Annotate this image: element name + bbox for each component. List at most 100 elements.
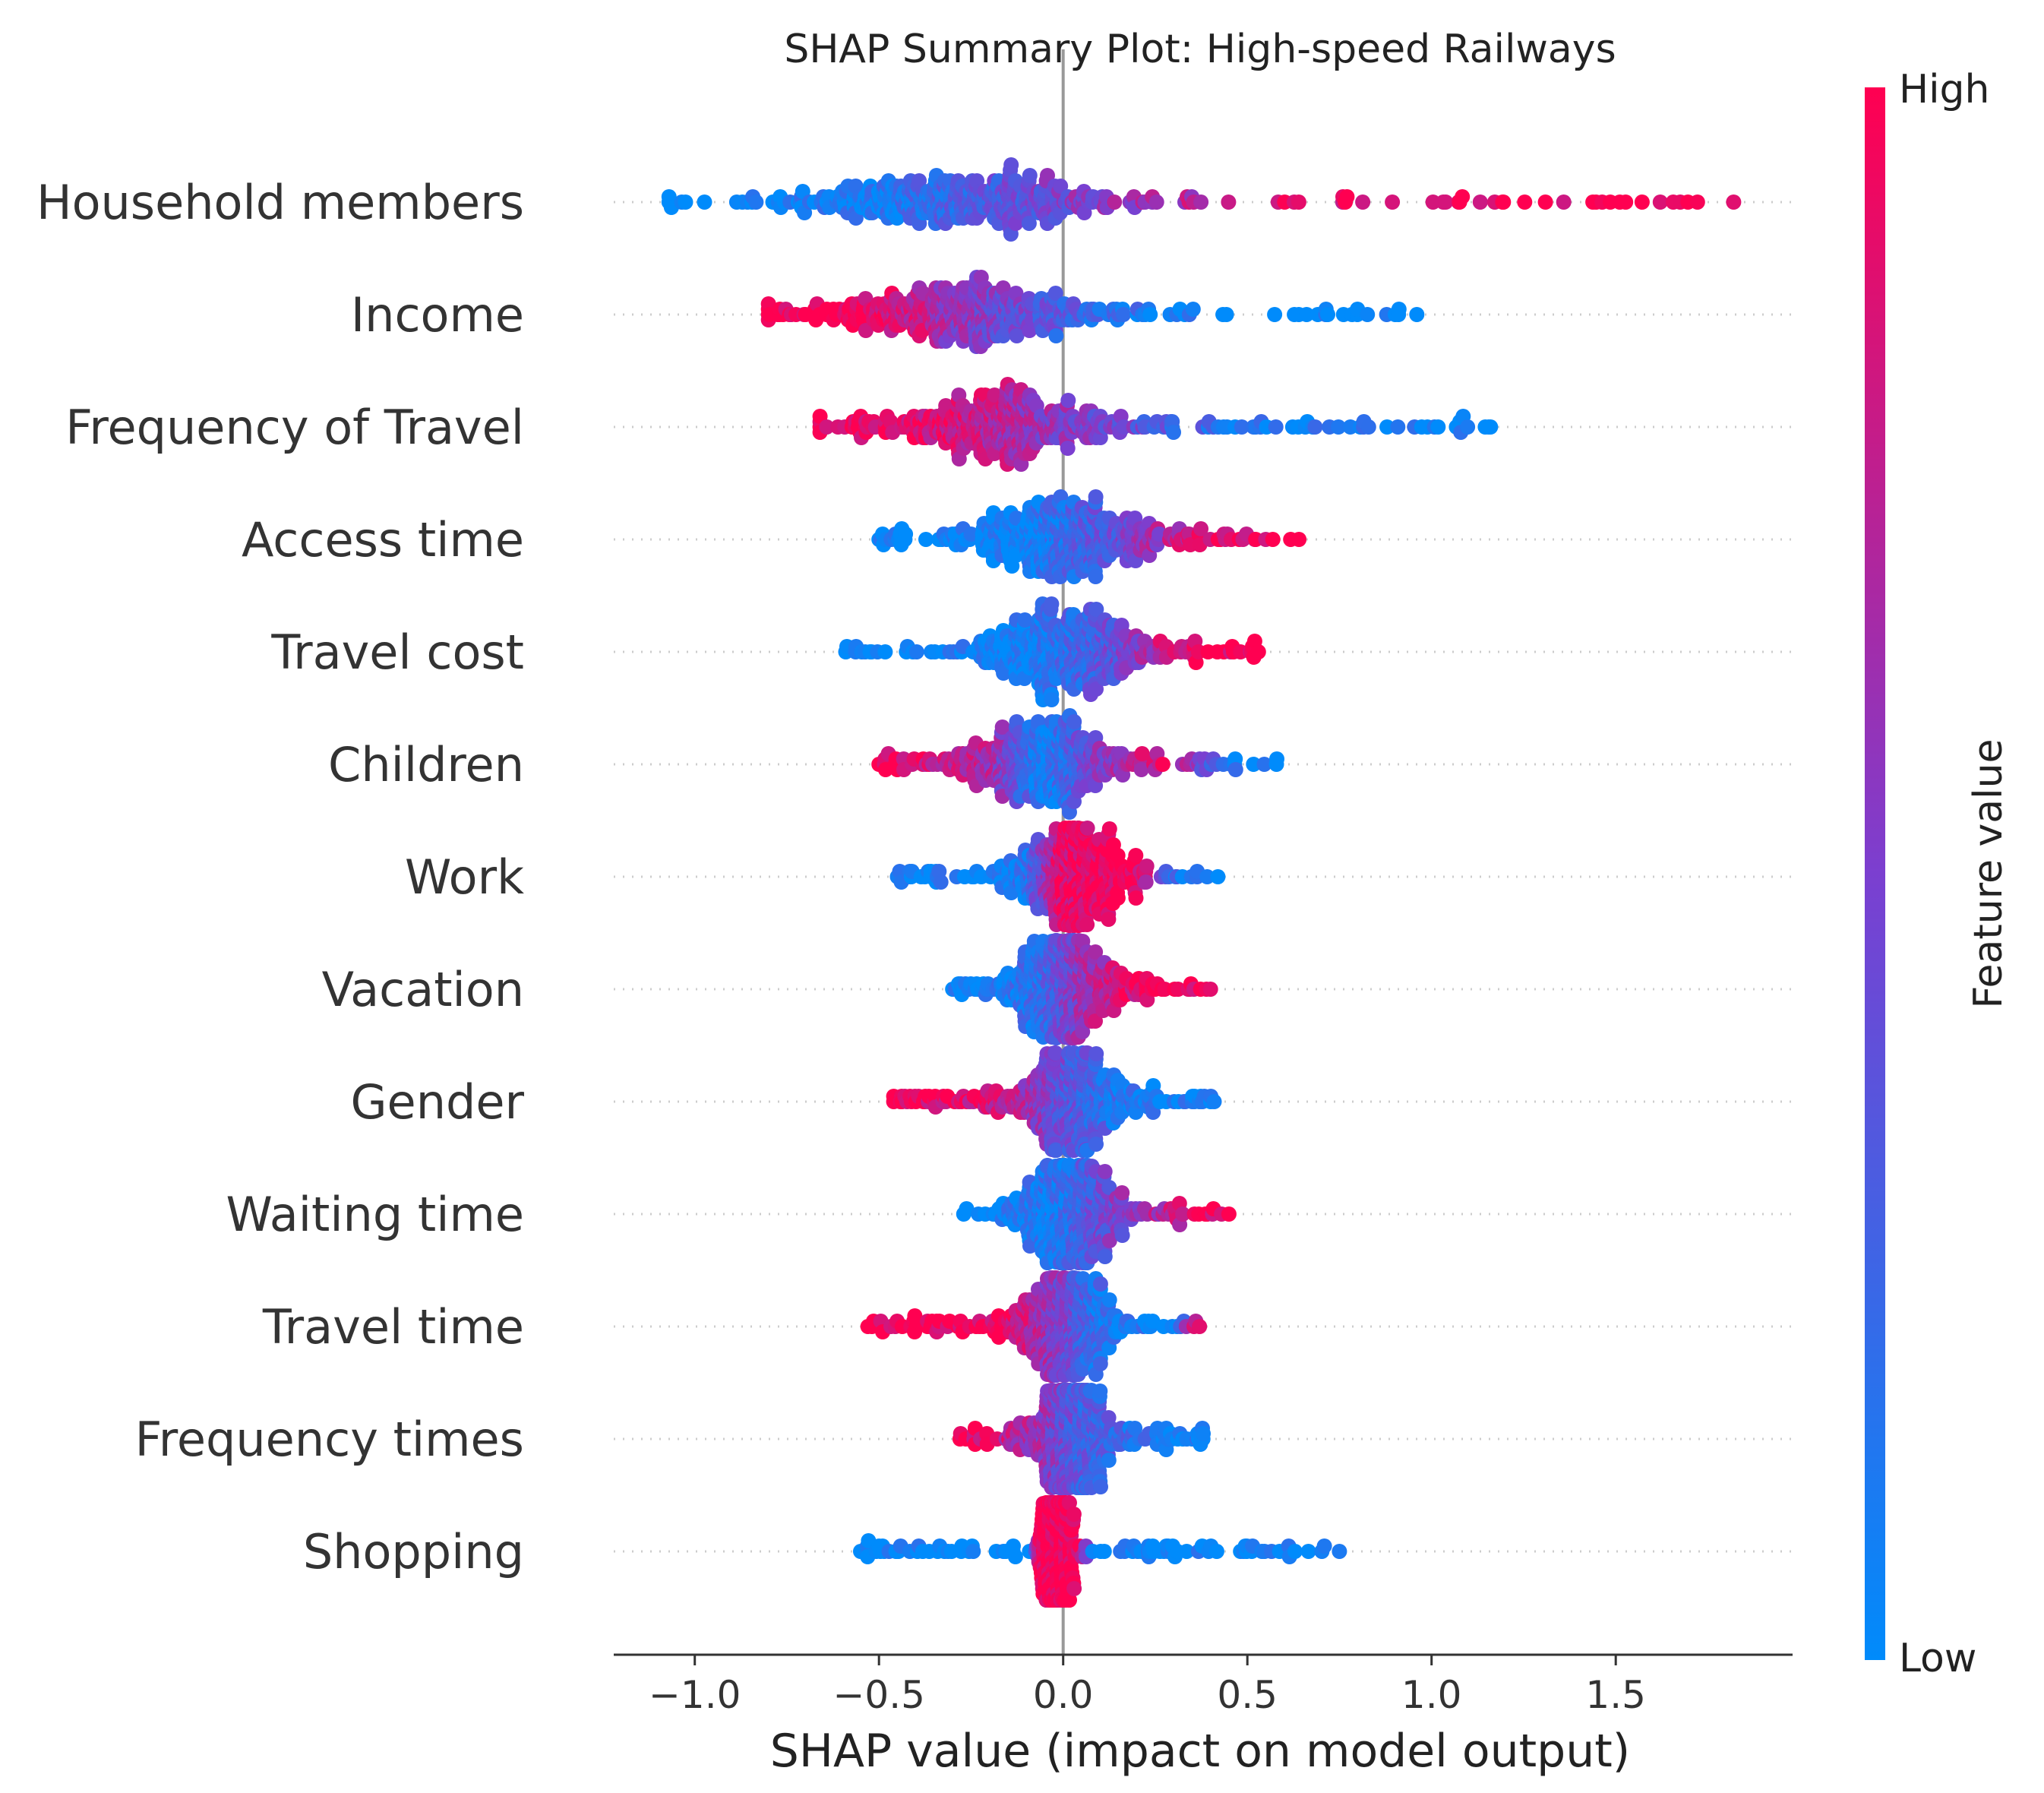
shap-point <box>1101 1233 1117 1248</box>
shap-point <box>1379 419 1395 435</box>
shap-point <box>1202 982 1218 997</box>
shap-point <box>1455 189 1471 204</box>
shap-point <box>1360 307 1376 322</box>
shap-point <box>1267 307 1283 322</box>
shap-point <box>1689 194 1705 210</box>
shap-point <box>1234 419 1249 435</box>
shap-point <box>697 194 712 210</box>
shap-point <box>1097 1249 1113 1264</box>
shap-point <box>1088 1137 1104 1152</box>
shap-point <box>819 419 835 435</box>
shap-point <box>987 387 1003 403</box>
shap-point <box>1185 302 1201 317</box>
shap-point <box>1044 692 1060 707</box>
shap-point <box>1192 1319 1208 1334</box>
shap-point <box>908 644 924 659</box>
shap-point <box>1079 917 1095 932</box>
shap-point <box>918 532 934 547</box>
shap-point <box>1048 328 1064 343</box>
shap-point <box>1133 762 1149 777</box>
shap-point <box>748 194 764 210</box>
shap-point <box>1409 307 1425 322</box>
shap-point <box>1634 194 1650 210</box>
shap-point <box>1390 419 1406 435</box>
shap-point <box>1040 168 1055 183</box>
shap-point <box>1193 194 1209 210</box>
shap-point <box>1460 419 1476 435</box>
shap-point <box>1021 216 1037 231</box>
shap-point <box>1438 194 1454 210</box>
shap-point <box>1088 944 1104 960</box>
shap-point <box>1088 602 1104 617</box>
shap-point <box>1138 874 1154 890</box>
shap-point <box>1053 179 1069 194</box>
shap-point <box>1044 596 1060 612</box>
shap-point <box>1060 393 1076 408</box>
shap-point <box>877 644 893 659</box>
shap-point <box>1430 419 1446 435</box>
shap-point <box>1307 419 1323 435</box>
shap-point <box>1483 419 1499 435</box>
shap-point <box>1092 1276 1108 1292</box>
shap-point <box>1003 157 1019 172</box>
shap-point <box>1155 757 1170 772</box>
shap-point <box>1256 757 1272 772</box>
shap-point <box>1134 746 1150 761</box>
shap-point <box>933 874 949 890</box>
shap-point <box>1391 302 1407 317</box>
shap-point <box>959 1201 975 1216</box>
shap-point <box>1556 194 1572 210</box>
shap-point <box>1088 1014 1103 1029</box>
shap-point <box>1268 419 1284 435</box>
shap-point <box>1320 307 1335 322</box>
shap-point <box>1175 1206 1191 1222</box>
shap-point <box>1092 1356 1108 1371</box>
shap-point <box>963 527 979 542</box>
shap-point <box>1022 168 1038 183</box>
shap-point <box>1385 194 1401 210</box>
shap-point <box>1360 419 1376 435</box>
shap-point <box>1079 821 1095 836</box>
shap-point <box>1017 612 1033 628</box>
shap-point <box>1250 644 1266 659</box>
shap-point <box>1101 912 1117 927</box>
shap-point <box>1199 869 1215 884</box>
shap-point <box>1048 1143 1064 1158</box>
shap-point <box>1537 194 1553 210</box>
shap-point <box>1107 194 1123 210</box>
shap-point <box>1221 194 1237 210</box>
shap-point <box>678 194 693 210</box>
shap-point <box>1047 286 1063 301</box>
shap-point <box>1088 569 1104 584</box>
chart-title: SHAP Summary Plot: High-speed Railways <box>784 27 1616 72</box>
shap-point <box>1291 532 1307 547</box>
shap-point <box>1218 307 1234 322</box>
shap-point <box>858 323 874 338</box>
shap-point <box>1047 1045 1063 1061</box>
shap-point <box>1088 681 1104 697</box>
shap-point <box>1128 890 1144 906</box>
shap-point <box>1166 425 1181 440</box>
shap-point <box>1193 521 1208 536</box>
shap-point <box>1227 751 1243 767</box>
shap-point <box>1097 1164 1113 1179</box>
shap-point <box>1088 1046 1104 1061</box>
shap-point <box>1142 307 1158 322</box>
shap-point <box>1331 419 1347 435</box>
shap-point <box>1116 307 1131 322</box>
shap-point <box>1496 194 1512 210</box>
shap-point <box>994 719 1010 735</box>
shap-point <box>1128 848 1144 863</box>
shap-point <box>1148 194 1164 210</box>
shap-point <box>1206 1094 1222 1109</box>
shap-point <box>1110 890 1126 906</box>
shap-point <box>1265 532 1281 547</box>
shap-point <box>1210 869 1226 884</box>
shap-point <box>1726 194 1742 210</box>
shap-point <box>1339 189 1355 204</box>
shap-point <box>1227 762 1243 777</box>
shap-point <box>1269 751 1284 767</box>
shap-points <box>661 157 1742 1608</box>
shap-point <box>1066 714 1082 729</box>
shap-point <box>1652 194 1668 210</box>
